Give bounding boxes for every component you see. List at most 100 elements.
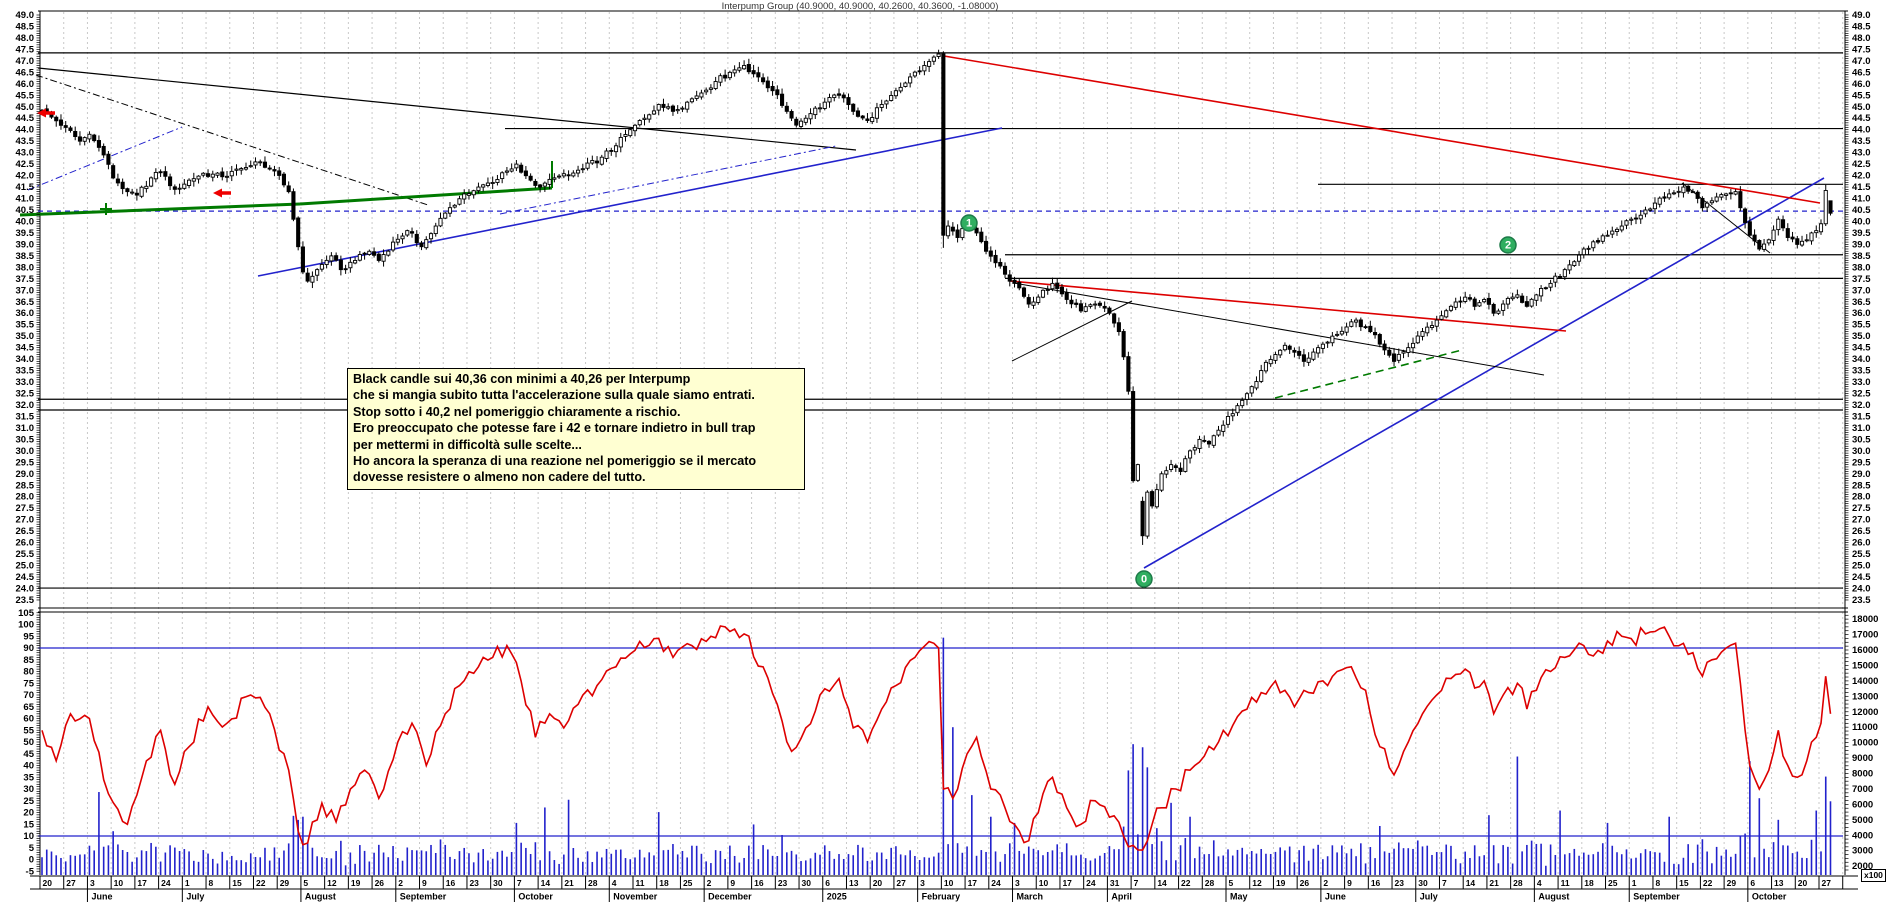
svg-text:33.5: 33.5 <box>1852 366 1871 377</box>
wave-marker-1[interactable]: 1 <box>960 214 978 232</box>
svg-text:11000: 11000 <box>1852 722 1878 733</box>
svg-text:90: 90 <box>23 643 34 654</box>
svg-text:35: 35 <box>23 772 34 783</box>
svg-text:4: 4 <box>1537 878 1542 888</box>
svg-text:46.5: 46.5 <box>1852 67 1871 78</box>
svg-text:June: June <box>91 892 112 902</box>
svg-text:12: 12 <box>1252 878 1262 888</box>
svg-text:September: September <box>1633 892 1680 902</box>
annotation-note-box[interactable]: Black candle sui 40,36 con minimi a 40,2… <box>347 368 805 490</box>
svg-text:31.5: 31.5 <box>16 411 35 422</box>
svg-text:42.5: 42.5 <box>16 159 35 170</box>
svg-text:48.5: 48.5 <box>16 21 35 32</box>
svg-text:28.0: 28.0 <box>16 492 35 503</box>
svg-text:45.0: 45.0 <box>16 102 35 113</box>
svg-text:39.0: 39.0 <box>1852 239 1871 250</box>
svg-text:12: 12 <box>327 878 337 888</box>
svg-text:14: 14 <box>541 878 551 888</box>
svg-text:16: 16 <box>1371 878 1381 888</box>
svg-text:32.0: 32.0 <box>1852 400 1871 411</box>
svg-text:14: 14 <box>1157 878 1167 888</box>
chart-title: Interpump Group (40.9000, 40.9000, 40.26… <box>721 1 999 12</box>
svg-text:6000: 6000 <box>1852 799 1873 810</box>
svg-text:27.5: 27.5 <box>16 503 35 514</box>
svg-text:1: 1 <box>1632 878 1637 888</box>
svg-text:5000: 5000 <box>1852 815 1873 826</box>
svg-text:34.5: 34.5 <box>1852 343 1871 354</box>
svg-text:11: 11 <box>1561 878 1570 888</box>
svg-text:14: 14 <box>1466 878 1476 888</box>
svg-text:31.0: 31.0 <box>1852 423 1871 434</box>
svg-text:43.0: 43.0 <box>16 148 35 159</box>
svg-text:3: 3 <box>1015 878 1020 888</box>
svg-text:22: 22 <box>256 878 266 888</box>
svg-text:28: 28 <box>588 878 598 888</box>
svg-text:25: 25 <box>1608 878 1618 888</box>
svg-text:27: 27 <box>1822 878 1832 888</box>
svg-text:10: 10 <box>944 878 954 888</box>
annotation-line: Stop sotto i 40,2 nel pomeriggio chiaram… <box>353 404 681 419</box>
svg-text:48.0: 48.0 <box>16 33 35 44</box>
wave-marker-2[interactable]: 2 <box>1499 236 1517 254</box>
svg-text:23.5: 23.5 <box>1852 595 1871 606</box>
svg-text:16: 16 <box>446 878 456 888</box>
svg-text:55: 55 <box>23 725 34 736</box>
svg-text:29.0: 29.0 <box>16 469 35 480</box>
svg-text:29.0: 29.0 <box>1852 469 1871 480</box>
svg-text:March: March <box>1017 892 1044 902</box>
svg-text:33.0: 33.0 <box>1852 377 1871 388</box>
svg-text:24: 24 <box>161 878 171 888</box>
svg-text:11: 11 <box>636 878 645 888</box>
svg-text:31.5: 31.5 <box>1852 411 1871 422</box>
svg-text:47.5: 47.5 <box>16 44 35 55</box>
svg-text:September: September <box>400 892 447 902</box>
svg-text:0: 0 <box>29 855 34 866</box>
svg-text:17: 17 <box>968 878 978 888</box>
svg-text:31.0: 31.0 <box>16 423 35 434</box>
svg-text:April: April <box>1111 892 1132 902</box>
svg-text:34.0: 34.0 <box>1852 354 1871 365</box>
svg-text:19: 19 <box>351 878 361 888</box>
svg-text:October: October <box>1752 892 1787 902</box>
svg-text:31: 31 <box>1110 878 1120 888</box>
svg-text:8: 8 <box>209 878 214 888</box>
svg-text:6: 6 <box>1750 878 1755 888</box>
annotation-line: dovesse resistere o almeno non cadere de… <box>353 470 646 485</box>
red-arrow-markers <box>37 108 231 198</box>
svg-text:16000: 16000 <box>1852 645 1878 656</box>
svg-text:30: 30 <box>23 784 34 795</box>
svg-text:0: 0 <box>1141 574 1147 586</box>
svg-text:18: 18 <box>1584 878 1594 888</box>
svg-text:41.0: 41.0 <box>1852 194 1871 205</box>
main-price-pane[interactable] <box>38 11 1843 608</box>
svg-text:33.5: 33.5 <box>16 366 35 377</box>
svg-text:15: 15 <box>1679 878 1689 888</box>
svg-text:26.5: 26.5 <box>16 526 35 537</box>
trendlines <box>19 55 1825 569</box>
svg-text:39.5: 39.5 <box>1852 228 1871 239</box>
svg-text:45: 45 <box>23 749 34 760</box>
svg-text:40.5: 40.5 <box>16 205 35 216</box>
annotation-line: che si mangia subito tutta l'accelerazio… <box>353 388 755 403</box>
volume-axis-labels: 18000 17000 16000 15000 14000 13000 12000 11000… <box>1845 614 1878 872</box>
svg-text:7000: 7000 <box>1852 784 1873 795</box>
svg-text:3: 3 <box>90 878 95 888</box>
svg-text:8000: 8000 <box>1852 769 1873 780</box>
svg-text:45.5: 45.5 <box>1852 90 1871 101</box>
svg-text:95: 95 <box>23 631 34 642</box>
svg-text:8: 8 <box>1655 878 1660 888</box>
wave-marker-0[interactable]: 0 <box>1135 570 1153 588</box>
svg-text:16: 16 <box>754 878 764 888</box>
annotation-line: Ho ancora la speranza di una reazione ne… <box>353 454 757 469</box>
svg-text:41.5: 41.5 <box>1852 182 1871 193</box>
svg-text:45.0: 45.0 <box>1852 102 1871 113</box>
svg-text:36.0: 36.0 <box>1852 308 1871 319</box>
svg-text:23: 23 <box>469 878 479 888</box>
svg-text:February: February <box>922 892 961 902</box>
svg-text:27: 27 <box>66 878 76 888</box>
svg-text:30.0: 30.0 <box>16 446 35 457</box>
x-axis-dates: 20 27 3 10 17 24 1 8 15 22 29 5 12 19 26 2 9 16 23 30 7 14 21 2… <box>39 876 1844 889</box>
svg-text:36.0: 36.0 <box>16 308 35 319</box>
svg-text:44.5: 44.5 <box>16 113 35 124</box>
